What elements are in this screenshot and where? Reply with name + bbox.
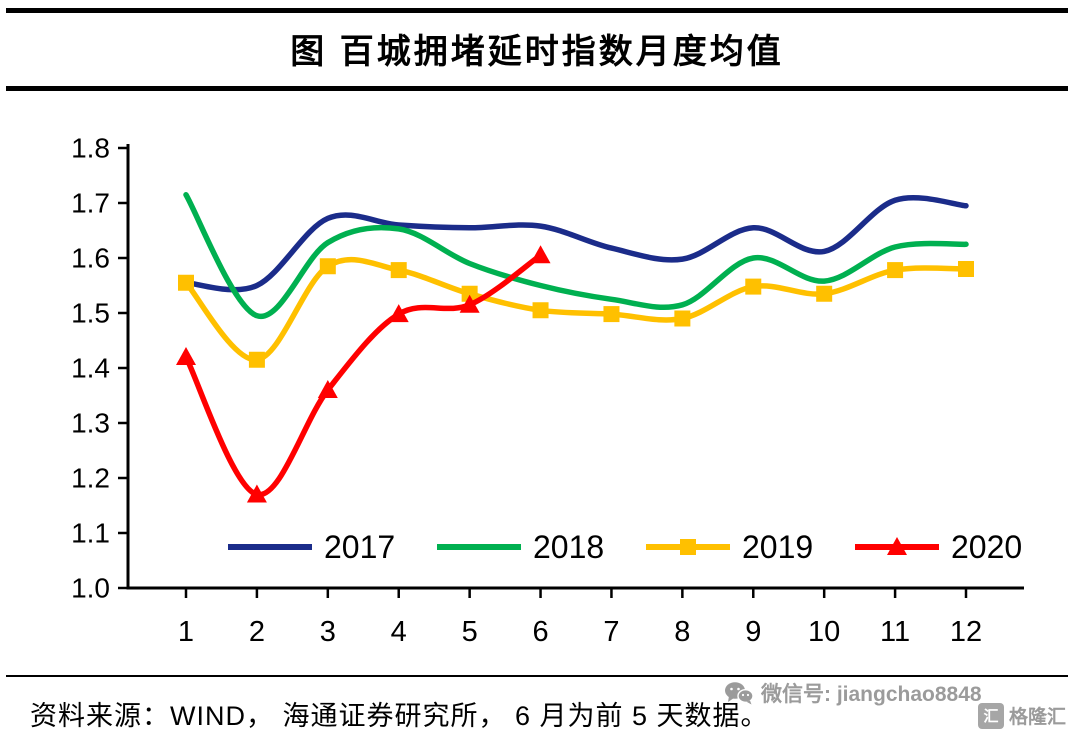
gelonghui-icon: 汇 [977, 702, 1004, 729]
chart-title: 图 百城拥堵延时指数月度均值 [290, 33, 784, 71]
wechat-watermark: 微信号: jiangchao8848 [724, 678, 982, 708]
series-2017 [183, 194, 969, 293]
x-tick-label: 12 [950, 616, 982, 648]
x-tick-label: 8 [674, 616, 690, 648]
y-tick-label: 1.3 [71, 408, 110, 439]
y-tick-label: 1.0 [71, 573, 110, 604]
y-tick-label: 1.5 [71, 298, 110, 329]
wechat-icon [725, 682, 754, 705]
wechat-id-text: 微信号: jiangchao8848 [761, 683, 982, 706]
y-tick-label: 1.6 [71, 243, 110, 274]
x-tick-label: 10 [808, 616, 840, 648]
x-tick-label: 3 [320, 616, 336, 648]
legend: 2017 2018 2019 2020 [228, 529, 1022, 565]
x-tick-label: 6 [532, 616, 548, 648]
legend-label-2018: 2018 [533, 529, 604, 565]
x-tick-label: 4 [391, 616, 407, 648]
x-tick-label: 2 [249, 616, 265, 648]
legend-label-2020: 2020 [951, 529, 1022, 565]
series-2018 [183, 192, 969, 319]
legend-label-2017: 2017 [324, 529, 395, 565]
gelonghui-logo-text: 格隆汇 [1008, 707, 1066, 728]
source-note: 资料来源：WIND， 海通证券研究所， 6 月为前 5 天数据。 [30, 701, 769, 731]
x-tick-label: 11 [880, 616, 910, 648]
footer-rule [6, 675, 1068, 677]
title-rule-top [6, 8, 1068, 13]
x-tick-label: 7 [603, 616, 619, 648]
x-tick-label: 1 [178, 616, 194, 648]
y-tick-label: 1.2 [71, 463, 110, 494]
x-tick-label: 9 [745, 616, 761, 648]
y-tick-label: 1.1 [71, 518, 110, 549]
series-2020 [176, 245, 551, 503]
title-rule-bottom [6, 86, 1068, 91]
y-tick-label: 1.8 [71, 133, 110, 164]
y-tick-label: 1.4 [71, 353, 110, 384]
x-tick-label: 5 [462, 616, 478, 648]
series-2019 [178, 256, 974, 368]
axes: 1.01.11.21.31.41.51.61.71.81 2 3 4 5 6 7 8 9 10 11… [71, 133, 1024, 648]
y-tick-label: 1.7 [71, 188, 110, 219]
legend-label-2019: 2019 [742, 529, 813, 565]
gelonghui-logo: 汇 格隆汇 [977, 702, 1066, 729]
